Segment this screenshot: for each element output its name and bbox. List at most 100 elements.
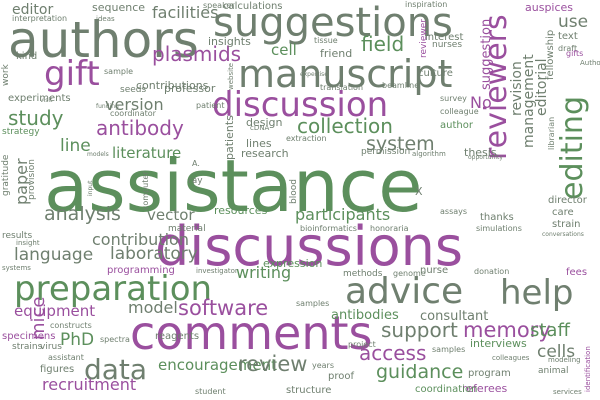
word: kind	[16, 51, 38, 62]
word: speaker	[203, 1, 235, 10]
word: identification	[584, 346, 592, 392]
word: patients	[223, 115, 236, 160]
word: staff	[530, 320, 570, 341]
word: translation	[320, 83, 364, 92]
word: language	[14, 245, 94, 265]
word: nurse	[420, 265, 449, 276]
word: insights	[208, 35, 251, 48]
word: antibody	[96, 116, 184, 140]
word: proof	[328, 371, 354, 382]
word: calculations	[223, 1, 283, 12]
word: No	[470, 93, 492, 112]
word: coordinator	[110, 109, 156, 118]
word: sequence	[92, 1, 146, 14]
word: constructs	[50, 321, 92, 330]
word: cDNA	[250, 124, 270, 132]
word: fees	[566, 267, 588, 278]
word: writing	[236, 263, 292, 282]
word: funding	[96, 103, 119, 110]
word: text	[558, 31, 578, 42]
word: results	[2, 231, 33, 241]
word: participants	[295, 205, 391, 224]
word: website	[227, 62, 235, 90]
word: expertise	[300, 71, 328, 78]
word: referees	[462, 382, 508, 395]
word: field	[361, 32, 405, 56]
word: use	[558, 12, 589, 32]
word: conversations	[542, 231, 584, 238]
word: coordination	[415, 384, 478, 395]
word: insight	[16, 239, 40, 247]
word: beamline	[382, 81, 420, 90]
word: contribution	[92, 230, 189, 249]
word: professor	[164, 82, 216, 95]
word: discussions	[155, 215, 463, 278]
word: preparation	[14, 269, 213, 309]
word: methods	[343, 269, 383, 279]
word: care	[552, 207, 574, 218]
word: data	[84, 353, 148, 386]
word: reagents	[155, 331, 200, 342]
word: bioinformatics	[300, 224, 357, 233]
word: advice	[345, 271, 464, 312]
word: thesis	[464, 146, 497, 159]
word: recruitment	[42, 375, 137, 394]
word: assays	[440, 207, 468, 216]
word: lines	[246, 137, 272, 150]
word: assistant	[48, 353, 84, 362]
word: review	[238, 352, 308, 376]
word: X	[415, 185, 423, 198]
word: strains	[12, 342, 43, 352]
word: contributions	[136, 79, 209, 92]
word: expression	[263, 257, 323, 270]
word: culture	[418, 68, 453, 79]
word: guidance	[376, 361, 464, 383]
word: manuscript	[238, 52, 453, 96]
word: study	[8, 106, 64, 130]
word: structure	[286, 385, 332, 396]
word: inspiration	[405, 0, 448, 9]
word: specimens	[2, 331, 56, 342]
word: revision	[509, 61, 525, 116]
word: consultant	[420, 309, 489, 324]
word: author	[440, 120, 473, 131]
word: authors	[8, 11, 199, 69]
word: years	[312, 361, 335, 370]
word: assistance	[44, 144, 423, 228]
word: figures	[40, 364, 75, 375]
word: cell	[271, 41, 297, 59]
word: nurses	[432, 40, 463, 50]
word: design	[246, 116, 283, 129]
word: ray	[188, 176, 203, 186]
word: director	[548, 195, 587, 206]
word: student	[195, 387, 226, 396]
word: services	[553, 388, 582, 396]
word: opportunity	[468, 154, 503, 161]
word: investigator	[196, 267, 238, 275]
word: computer	[141, 171, 150, 210]
word: gift	[44, 54, 100, 94]
word: software	[178, 296, 269, 320]
word: model	[128, 298, 178, 317]
word: PhD	[60, 330, 95, 350]
word: discussion	[212, 85, 389, 125]
word: blood	[289, 179, 299, 204]
word: facilities	[152, 3, 219, 22]
word: plasmids	[152, 42, 242, 66]
word: A.	[192, 159, 200, 168]
word: thanks	[480, 212, 514, 223]
word: system	[366, 133, 435, 155]
word: honoraria	[370, 224, 409, 233]
word: samples	[432, 345, 466, 354]
word: programming	[107, 265, 175, 276]
word: encouragement	[158, 356, 278, 374]
word: program	[468, 368, 511, 379]
word: cells	[537, 342, 576, 362]
word: analysis	[44, 203, 121, 225]
word: memory	[463, 318, 551, 342]
word: samples	[296, 299, 330, 308]
word: editor	[12, 2, 54, 18]
word: strategy	[2, 127, 40, 137]
word: simulations	[476, 224, 522, 233]
